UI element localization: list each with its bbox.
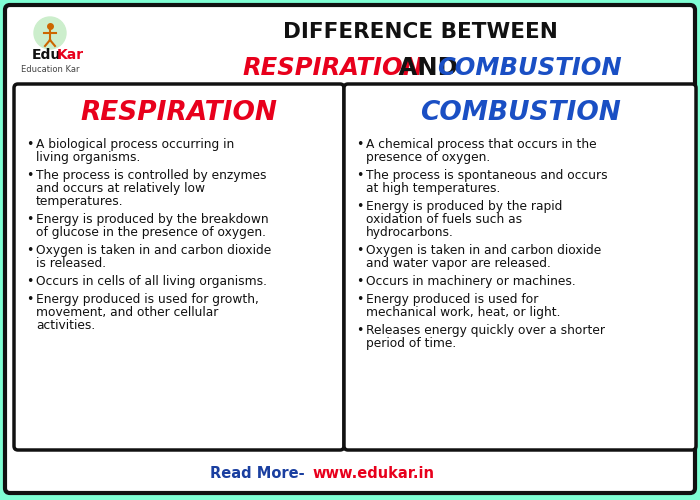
Text: hydrocarbons.: hydrocarbons.: [366, 226, 454, 239]
Text: activities.: activities.: [36, 319, 95, 332]
Text: mechanical work, heat, or light.: mechanical work, heat, or light.: [366, 306, 561, 319]
Text: •: •: [356, 275, 363, 288]
Text: is released.: is released.: [36, 257, 106, 270]
Circle shape: [34, 17, 66, 49]
Text: presence of oxygen.: presence of oxygen.: [366, 151, 490, 164]
Text: •: •: [356, 324, 363, 337]
Text: oxidation of fuels such as: oxidation of fuels such as: [366, 213, 522, 226]
Text: and occurs at relatively low: and occurs at relatively low: [36, 182, 205, 195]
Text: and water vapor are released.: and water vapor are released.: [366, 257, 551, 270]
Text: at high temperatures.: at high temperatures.: [366, 182, 500, 195]
Text: RESPIRATION: RESPIRATION: [242, 56, 423, 80]
Text: RESPIRATION: RESPIRATION: [80, 100, 277, 126]
Text: •: •: [26, 169, 34, 182]
Text: •: •: [356, 293, 363, 306]
Text: Edu: Edu: [32, 48, 62, 62]
Text: Energy produced is used for: Energy produced is used for: [366, 293, 538, 306]
Text: The process is spontaneous and occurs: The process is spontaneous and occurs: [366, 169, 608, 182]
Text: living organisms.: living organisms.: [36, 151, 141, 164]
Text: temperatures.: temperatures.: [36, 195, 124, 208]
Text: of glucose in the presence of oxygen.: of glucose in the presence of oxygen.: [36, 226, 266, 239]
Text: Energy is produced by the breakdown: Energy is produced by the breakdown: [36, 213, 269, 226]
Text: movement, and other cellular: movement, and other cellular: [36, 306, 218, 319]
Text: Energy is produced by the rapid: Energy is produced by the rapid: [366, 200, 562, 213]
Text: COMBUSTION: COMBUSTION: [419, 100, 620, 126]
Text: Oxygen is taken in and carbon dioxide: Oxygen is taken in and carbon dioxide: [366, 244, 601, 257]
Text: DIFFERENCE BETWEEN: DIFFERENCE BETWEEN: [283, 22, 557, 42]
FancyBboxPatch shape: [344, 84, 696, 450]
Text: The process is controlled by enzymes: The process is controlled by enzymes: [36, 169, 267, 182]
Text: •: •: [26, 293, 34, 306]
Text: •: •: [26, 244, 34, 257]
Text: A biological process occurring in: A biological process occurring in: [36, 138, 234, 151]
FancyBboxPatch shape: [14, 84, 344, 450]
Text: Occurs in cells of all living organisms.: Occurs in cells of all living organisms.: [36, 275, 267, 288]
Text: Releases energy quickly over a shorter: Releases energy quickly over a shorter: [366, 324, 605, 337]
Text: Kar: Kar: [57, 48, 84, 62]
Text: •: •: [26, 275, 34, 288]
Text: •: •: [356, 138, 363, 151]
Text: •: •: [356, 244, 363, 257]
Text: period of time.: period of time.: [366, 337, 456, 350]
Text: •: •: [26, 138, 34, 151]
Text: •: •: [356, 169, 363, 182]
Text: •: •: [26, 213, 34, 226]
Text: Read More-: Read More-: [210, 466, 310, 481]
Text: Education Kar: Education Kar: [21, 64, 79, 74]
Text: AND: AND: [390, 56, 466, 80]
Text: A chemical process that occurs in the: A chemical process that occurs in the: [366, 138, 596, 151]
Text: www.edukar.in: www.edukar.in: [312, 466, 434, 481]
Text: Energy produced is used for growth,: Energy produced is used for growth,: [36, 293, 259, 306]
Text: •: •: [356, 200, 363, 213]
Text: Occurs in machinery or machines.: Occurs in machinery or machines.: [366, 275, 575, 288]
Text: Oxygen is taken in and carbon dioxide: Oxygen is taken in and carbon dioxide: [36, 244, 272, 257]
FancyBboxPatch shape: [5, 5, 695, 493]
Text: COMBUSTION: COMBUSTION: [437, 56, 622, 80]
